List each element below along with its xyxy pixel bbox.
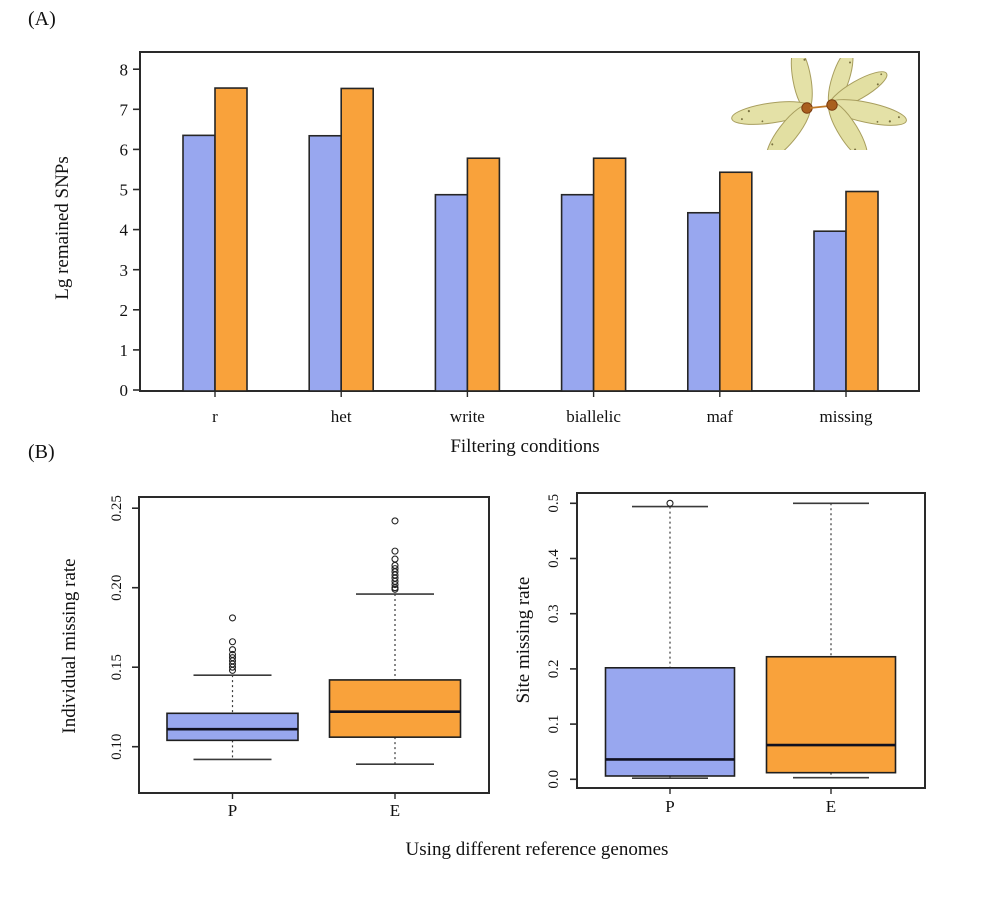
panel-a-x-axis-title: Filtering conditions [450, 436, 600, 457]
iqr-box-E [328, 679, 462, 738]
outlier-point [666, 499, 674, 507]
bar-missing-P [813, 230, 847, 392]
y-tick-label: 4 [120, 221, 129, 240]
y-tick-label: 1 [120, 341, 129, 360]
bar-write-P [434, 193, 469, 392]
x-category-label: P [665, 797, 674, 816]
x-category-label: E [826, 797, 836, 816]
bar-het-E [340, 87, 375, 392]
bar-r-P [182, 134, 216, 392]
y-tick-label: 0.0 [546, 770, 562, 789]
seed-body [826, 99, 838, 111]
y-tick-label: 0 [120, 381, 129, 400]
bar-maf-P [686, 211, 721, 392]
panel-b-boxplot-site: 0.0 0.1 0.2 0.3 0.4 0.5 P E [546, 492, 926, 816]
iqr-box-P [166, 712, 299, 742]
seed-cluster-left [731, 58, 813, 150]
x-category-label: missing [820, 407, 873, 426]
y-tick-label: 6 [120, 141, 129, 160]
bar-biallelic-E [592, 157, 627, 392]
panel-b-left-y-axis-title: Individual missing rate [59, 558, 80, 734]
y-tick-label: 0.3 [546, 604, 562, 623]
y-tick-label: 0.10 [109, 734, 125, 760]
outlier-point [391, 517, 399, 525]
y-tick-label: 5 [120, 181, 129, 200]
bar-missing-E [845, 190, 879, 392]
x-category-label: het [331, 407, 352, 426]
outlier-point [228, 614, 237, 622]
bar-maf-E [718, 171, 753, 392]
outlier-point [228, 654, 237, 662]
panel-b-x-axis-title: Using different reference genomes [405, 839, 669, 860]
outlier-point [228, 638, 237, 646]
bar-biallelic-P [560, 193, 595, 392]
winged-seeds-image [731, 58, 907, 150]
outlier-point [228, 646, 237, 654]
panel-a-y-axis-title: Lg remained SNPs [52, 156, 73, 300]
outlier-point [391, 555, 399, 563]
y-tick-label: 0.1 [546, 715, 562, 734]
y-tick-label: 0.20 [109, 575, 125, 601]
bar-r-E [214, 87, 248, 392]
seed-stalk [809, 105, 830, 109]
panel-b-boxplot-individual: 0.10 0.15 0.20 0.25 P E [109, 495, 490, 820]
bar-write-E [466, 157, 501, 392]
outlier-point [228, 650, 237, 659]
y-tick-label: 0.2 [546, 660, 562, 679]
panel-b-label: (B) [28, 441, 55, 463]
y-tick-label: 0.5 [546, 494, 562, 513]
y-tick-label: 0.25 [109, 495, 125, 521]
x-category-label: r [212, 407, 218, 426]
y-tick-label: 0.15 [109, 654, 125, 680]
x-category-label: write [450, 407, 485, 426]
y-tick-label: 2 [120, 301, 129, 320]
panel-a-label: (A) [28, 8, 56, 30]
y-tick-label: 0.4 [546, 549, 562, 568]
outlier-point [391, 565, 399, 573]
y-tick-label: 7 [120, 100, 129, 119]
y-tick-label: 3 [120, 261, 129, 280]
seed-cluster-right [826, 58, 907, 150]
x-category-label: P [228, 801, 237, 820]
x-category-label: maf [707, 407, 734, 426]
bar-het-P [308, 134, 343, 392]
plot-border [138, 496, 490, 794]
y-tick-label: 8 [120, 60, 129, 79]
outlier-point [391, 547, 399, 555]
iqr-box-P [604, 666, 736, 777]
x-category-label: biallelic [566, 407, 621, 426]
x-category-label: E [390, 801, 400, 820]
iqr-box-E [765, 655, 897, 774]
panel-b-right-y-axis-title: Site missing rate [513, 576, 534, 704]
